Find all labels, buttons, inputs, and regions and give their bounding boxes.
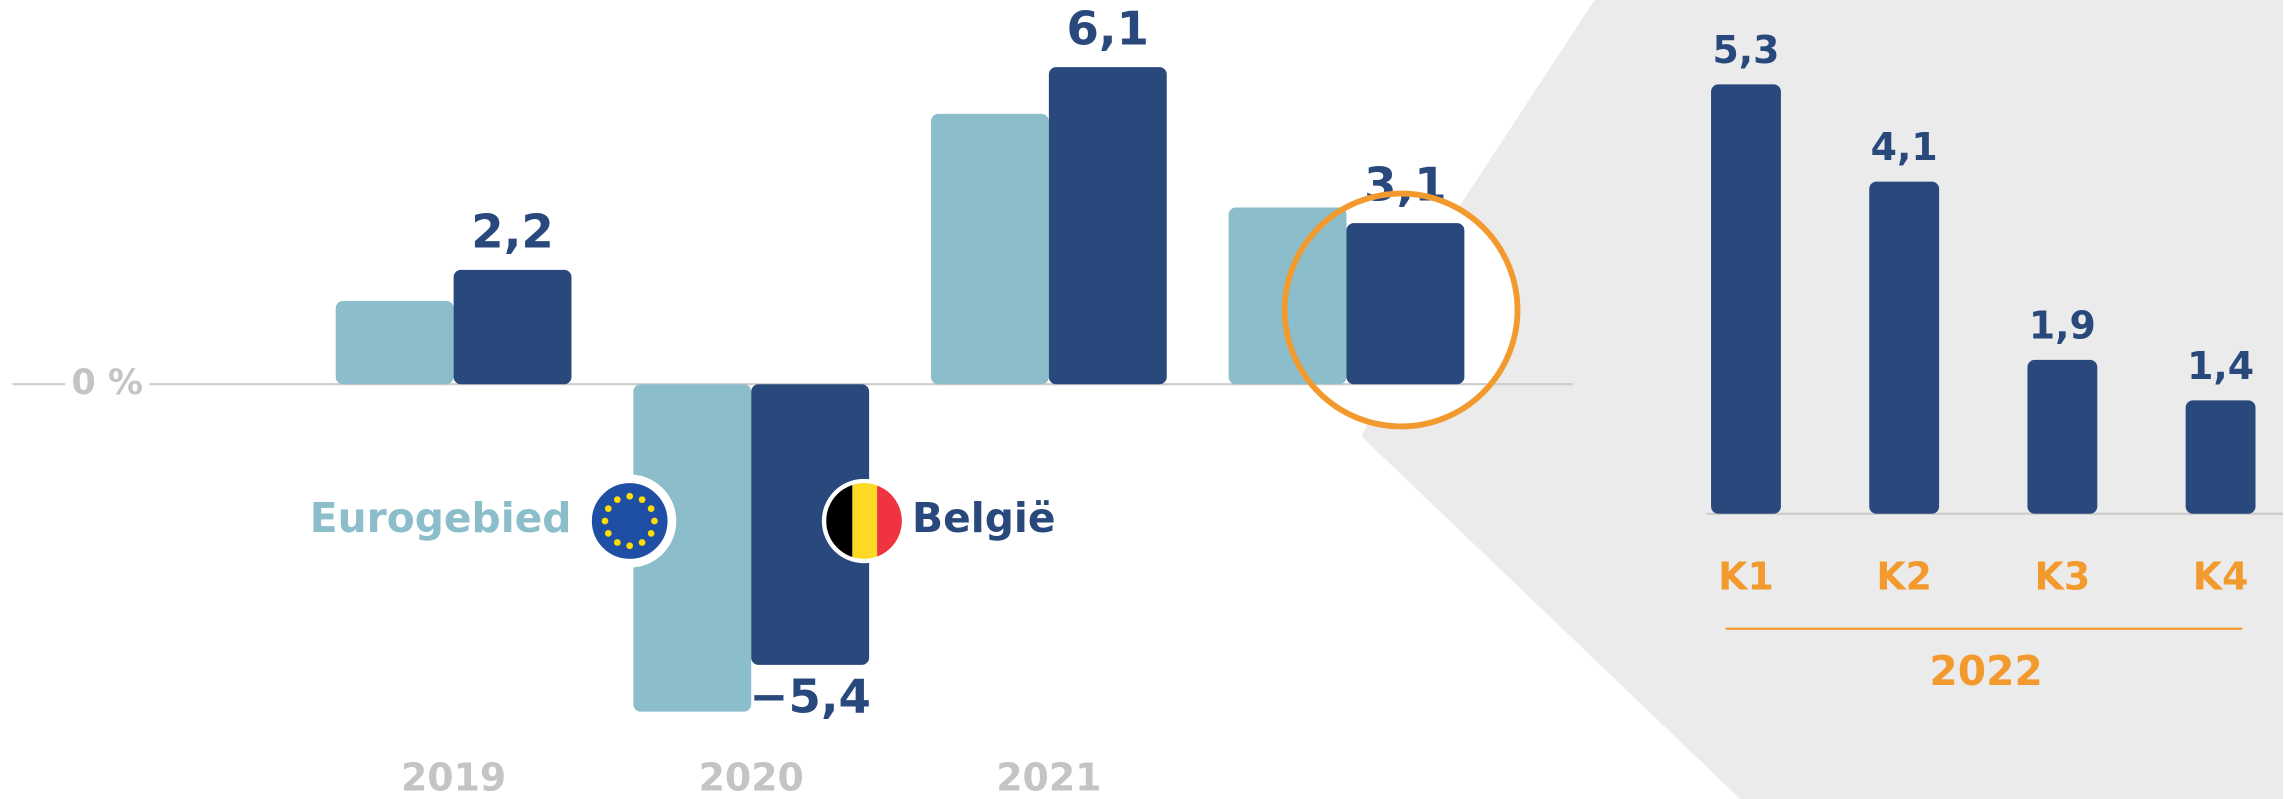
eu-star — [647, 530, 655, 537]
eu-star — [638, 539, 646, 546]
value-label: 1,9 — [2029, 303, 2096, 347]
eu-star — [626, 492, 634, 500]
flag-stripe — [852, 483, 878, 559]
eu-star — [651, 517, 658, 525]
plot-layer: 0 % 2019 2,2 2020 −5,4 2021 6,1 3,1 5,3 K1 4,1 K2 1,… — [12, 2, 2284, 799]
bar — [930, 113, 1049, 385]
bar — [1346, 223, 1465, 385]
eu-star — [613, 539, 621, 546]
group-label: 2022 — [1929, 647, 2042, 695]
bar — [751, 384, 870, 665]
bar — [335, 301, 454, 385]
eu-star — [613, 496, 621, 503]
eu-flag — [583, 474, 677, 568]
eu-star — [601, 517, 609, 525]
bar — [2185, 400, 2256, 514]
bar — [633, 384, 752, 712]
value-label: 3,1 — [1364, 158, 1446, 212]
bar — [1869, 181, 1940, 514]
eu-star — [604, 505, 612, 513]
x-tick-label: 2021 — [996, 756, 1101, 799]
x-tick-label: K1 — [1718, 555, 1774, 599]
eu-star — [647, 505, 655, 513]
value-label: 4,1 — [1871, 125, 1938, 169]
eu-star — [638, 496, 646, 503]
value-label: 5,3 — [1712, 28, 1779, 72]
value-label: 2,2 — [471, 204, 554, 258]
value-label: 6,1 — [1067, 2, 1149, 56]
x-tick-label: 2020 — [699, 756, 804, 799]
x-tick-label: K3 — [2035, 555, 2091, 599]
legend-label: België — [912, 494, 1055, 542]
legend-label: Eurogebied — [310, 494, 572, 542]
eu-stars — [601, 492, 658, 550]
eu-star — [604, 530, 612, 537]
bar — [2027, 359, 2098, 514]
x-tick-label: K4 — [2193, 555, 2249, 599]
x-tick-label: K2 — [1876, 555, 1932, 599]
eu-star — [626, 542, 634, 550]
x-tick-label: 2019 — [401, 756, 506, 799]
zoom-background — [1361, 0, 2284, 799]
bar — [1048, 67, 1167, 385]
bar — [453, 269, 572, 385]
value-label: 1,4 — [2187, 344, 2254, 388]
bar — [1711, 84, 1781, 514]
highlight-circle — [1281, 190, 1521, 430]
y-tick-label: 0 % — [72, 363, 143, 403]
value-label: −5,4 — [749, 669, 870, 723]
